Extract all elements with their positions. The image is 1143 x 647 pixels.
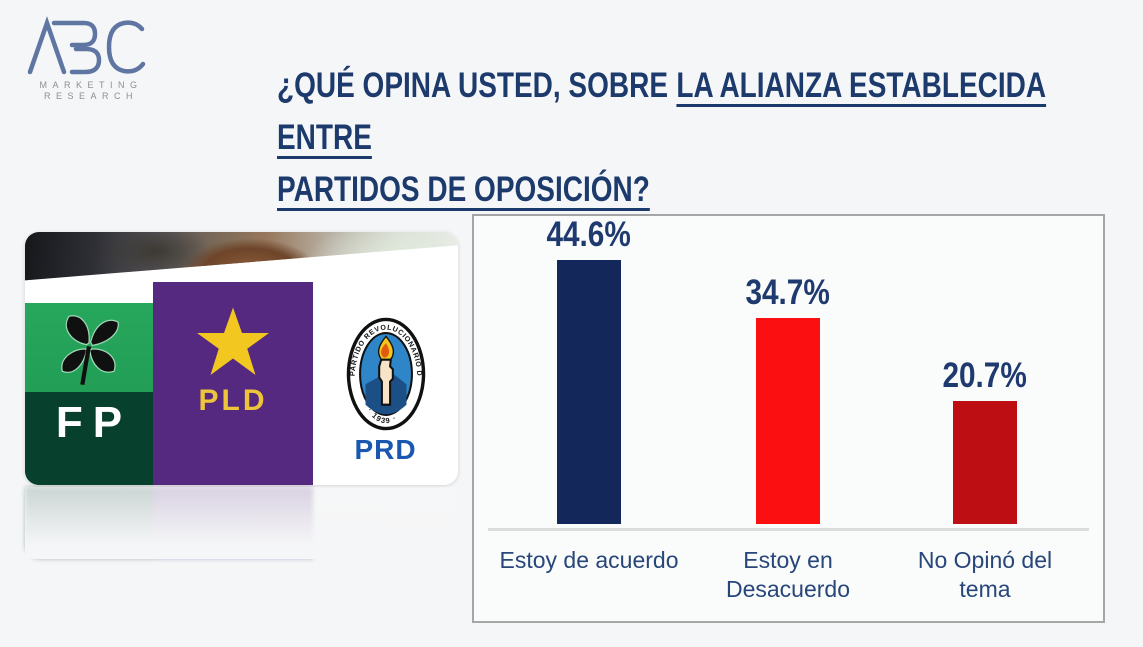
- chart-baseline: [488, 528, 1089, 531]
- fp-party-panel: FP: [25, 303, 153, 485]
- bar-no-opino-del-tema: [953, 401, 1017, 524]
- category-label-no-opino-del-tema: No Opinó del tema: [917, 547, 1053, 603]
- bar-value-label: 34.7%: [745, 273, 831, 312]
- bar-group-estoy-en-desacuerdo: 34.7%: [713, 273, 863, 524]
- pld-star-icon: [197, 307, 269, 375]
- logo-letter-a: [27, 16, 67, 75]
- abc-marketing-research-logo: MARKETING RESEARCH: [16, 10, 166, 102]
- logo-subtext-marketing: MARKETING: [39, 80, 142, 90]
- category-label-estoy-de-acuerdo: Estoy de acuerdo: [499, 547, 679, 573]
- title-part1: ¿QUÉ OPINA USTED, SOBRE: [277, 66, 669, 105]
- title-part3-underlined: PARTIDOS DE OPOSICIÓN?: [277, 170, 650, 209]
- bar-chart-panel: 44.6% 34.7% 20.7% Estoy de acuerdo Estoy…: [472, 214, 1105, 623]
- logo-letter-b-bottom: [69, 46, 102, 75]
- pld-party-panel: PLD: [153, 282, 313, 485]
- pld-wordmark: PLD: [198, 384, 268, 417]
- prd-emblem-icon: PARTIDO REVOLUCIONARIO DOMINICANO · 1939…: [345, 316, 425, 431]
- party-logos-image: FP PLD PARTIDO REVOLUCIONARIO: [25, 232, 458, 485]
- fp-hibiscus-icon: [61, 314, 119, 385]
- fp-wordmark: FP: [25, 392, 153, 485]
- bar-value-label: 44.6%: [546, 215, 632, 254]
- logo-letter-c: [106, 20, 146, 74]
- bar-group-estoy-de-acuerdo: 44.6%: [514, 215, 664, 524]
- bar-estoy-en-desacuerdo: [756, 318, 820, 524]
- logo-subtext-research: RESEARCH: [44, 91, 138, 101]
- abc-logo-icon: MARKETING RESEARCH: [27, 16, 146, 101]
- slide-title: ¿QUÉ OPINA USTED, SOBRE LA ALIANZA ESTABL…: [277, 60, 1061, 216]
- category-label-estoy-en-desacuerdo: Estoy en Desacuerdo: [725, 547, 851, 603]
- bar-estoy-de-acuerdo: [557, 260, 621, 524]
- fp-flower-area: [25, 303, 153, 392]
- prd-wordmark: PRD: [354, 434, 417, 465]
- logo-letter-b-top: [51, 20, 98, 48]
- montage-reflection: [25, 487, 458, 559]
- title-part2-underlined: LA ALIANZA ESTABLECIDA ENTRE: [277, 66, 1047, 157]
- prd-party-panel: PARTIDO REVOLUCIONARIO DOMINICANO · 1939…: [313, 232, 458, 485]
- bar-group-no-opino: 20.7%: [910, 356, 1060, 524]
- bar-value-label: 20.7%: [942, 356, 1028, 395]
